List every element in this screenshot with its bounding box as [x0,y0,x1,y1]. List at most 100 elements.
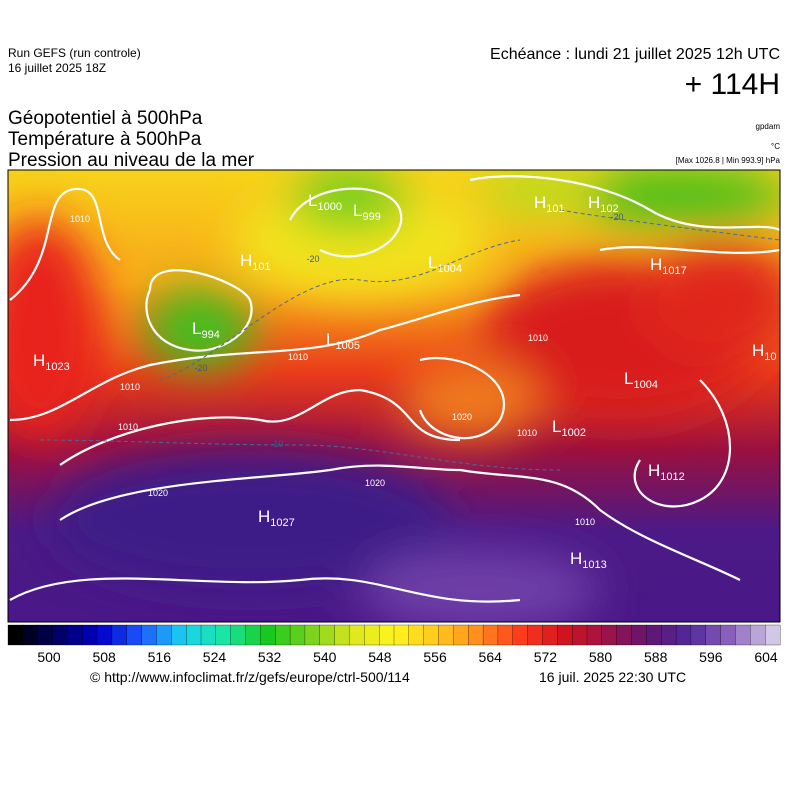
center-value: 1005 [335,340,359,352]
colorbar-swatch [557,624,573,646]
center-letter: H [240,251,252,270]
isobar-label: 1020 [365,478,385,488]
unit-label: [Max 1026.8 | Min 993.9] hPa [675,156,780,165]
center-value: 1023 [45,361,69,373]
valid-time: Echéance : lundi 21 juillet 2025 12h UTC [490,46,780,63]
colorbar-swatch [230,624,246,646]
colorbar-swatch [82,624,98,646]
temperature-label: -20 [610,212,623,222]
center-value: 1004 [633,379,657,391]
pressure-center: L999 [353,201,381,223]
colorbar-swatch [156,624,172,646]
center-value: 994 [201,329,219,341]
colorbar-swatch [245,624,261,646]
center-letter: H [534,193,546,212]
colorbar-swatch [423,624,439,646]
temperature-label: -20 [194,363,207,373]
colorbar-swatch [364,624,380,646]
center-value: 101 [252,261,270,273]
isobar-label: 1020 [148,488,168,498]
colorbar-tick-label: 524 [203,649,227,665]
center-letter: H [258,507,270,526]
colorbar-swatch [765,624,781,646]
colorbar-swatch [631,624,647,646]
colorbar: 500 508 516 524 532 540 548 556 564 572 580 588 596 6… [7,624,781,665]
colorbar-swatch [334,624,350,646]
center-value: 1000 [317,201,341,213]
colorbar-swatch [586,624,603,646]
colorbar-swatch [542,624,558,646]
run-date: 16 juillet 2025 18Z [8,61,107,75]
temperature-label: -20 [306,254,319,264]
colorbar-swatch [304,624,321,646]
temperature-label: -10 [270,439,283,449]
colorbar-swatch [22,624,39,646]
title: Température à 500hPa [8,129,202,150]
colorbar-swatch [141,624,157,646]
pressure-center: L1004 [428,253,462,275]
pressure-center: H101 [534,193,565,215]
center-value: 1027 [270,517,294,529]
colorbar-swatch [750,624,766,646]
pressure-center: L1004 [624,369,658,391]
colorbar-swatch [527,624,543,646]
colorbar-swatch [215,624,232,646]
colorbar-swatch [200,624,217,646]
isobar-label: 1010 [120,382,140,392]
colorbar-tick-label: 588 [644,649,668,665]
center-letter: L [308,191,317,210]
colorbar-swatch [319,624,336,646]
isobar-label: 1010 [118,422,138,432]
center-letter: H [570,549,582,568]
pressure-center: L1002 [552,417,586,439]
colorbar-swatch [126,624,143,646]
colorbar-swatch [735,624,751,646]
isobar-label: 1010 [575,517,595,527]
colorbar-swatch [67,624,83,646]
colorbar-tick-label: 500 [37,649,61,665]
colorbar-tick-label: 508 [92,649,116,665]
colorbar-swatch [468,624,484,646]
colorbar-swatch [408,624,425,646]
colorbar-tick-label: 572 [534,649,558,665]
colorbar-swatch [497,624,514,646]
footer-date: 16 juil. 2025 22:30 UTC [539,669,687,685]
colorbar-swatch [512,624,529,646]
center-value: 999 [362,211,380,223]
center-value: 1017 [662,265,686,277]
center-letter: H [650,255,662,274]
colorbar-swatch [616,624,632,646]
colorbar-swatch [96,624,113,646]
pressure-center: H101 [240,251,271,273]
center-letter: H [33,351,45,370]
center-letter: H [752,341,764,360]
pressure-center: L994 [192,319,220,341]
colorbar-swatch [601,624,618,646]
colorbar-swatch [111,624,128,646]
center-letter: H [648,461,660,480]
center-letter: L [353,201,362,220]
pressure-center: H102 [588,193,619,215]
isobar-label: 1020 [452,412,472,422]
lead-time: + 114H [684,68,780,101]
field [8,170,780,622]
pressure-center: L1005 [326,330,360,352]
colorbar-tick-label: 556 [423,649,447,665]
isobar-label: 1010 [528,333,548,343]
colorbar-tick-label: 516 [148,649,172,665]
center-value: 101 [546,203,564,215]
pressure-center: H1013 [570,549,607,571]
unit-label: gpdam [755,122,780,131]
pressure-center: L1000 [308,191,342,213]
colorbar-swatch [675,624,692,646]
pressure-center: H1017 [650,255,687,277]
colorbar-swatch [646,624,662,646]
center-letter: H [588,193,600,212]
colorbar-swatch [349,624,365,646]
title: Géopotentiel à 500hPa [8,108,203,129]
pressure-center: H1023 [33,351,70,373]
colorbar-tick-label: 604 [754,649,778,665]
pressure-center: H1012 [648,461,685,483]
center-value: 1002 [561,427,585,439]
